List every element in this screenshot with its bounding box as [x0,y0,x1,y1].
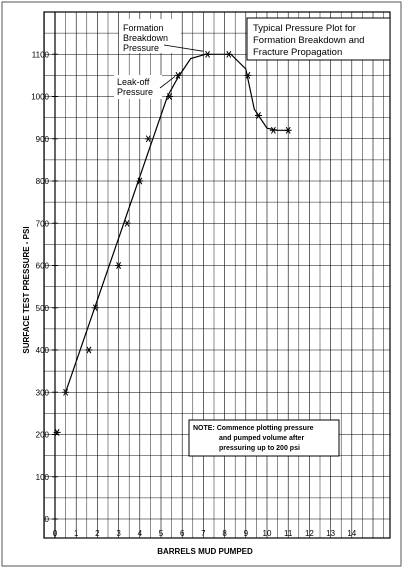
annotation-formation-line-1: Formation [123,23,164,33]
data-point [62,388,70,396]
x-tick-label: 6 [180,529,185,538]
x-axis-title: BARRELS MUD PUMPED [157,547,253,556]
x-tick-label: 2 [95,529,100,538]
note-line-1: NOTE: Commence plotting pressure [193,425,314,432]
annotation-formation-arrow [163,44,204,52]
chart-title-box: Typical Pressure Plot for Formation Brea… [246,17,391,61]
data-point [204,50,212,58]
data-point-stroke [54,428,60,436]
y-tick-label: 500 [36,304,50,313]
markers [53,50,292,436]
data-point-stroke [205,50,211,58]
x-tick-label: 11 [284,529,293,538]
annotation-leak-off-arrow [159,76,176,89]
data-point-stroke [285,126,291,134]
x-tick-label: 3 [116,529,121,538]
y-tick-label: 900 [36,135,50,144]
y-tick-label: 100 [36,473,50,482]
annotation-leak-off: Leak-off Pressure [114,75,176,99]
x-tick-label: 7 [201,529,206,538]
y-tick-label: 600 [36,262,50,271]
data-point-stroke [245,71,251,79]
data-point [123,219,131,227]
x-tick-label: 5 [159,529,164,538]
data-point-stroke [270,126,276,134]
data-point [284,126,292,134]
data-point [166,93,173,100]
data-point [244,71,252,79]
data-point [144,135,152,143]
annotation-formation-bg [119,19,181,53]
data-point [53,428,61,436]
chart-title-line-1: Typical Pressure Plot for [253,23,356,34]
annotation-leak-off-line-2: Pressure [117,87,153,97]
y-tick-label: 200 [36,431,50,440]
note-box-frame [188,419,340,457]
annotation-leak-off-bg [114,75,162,99]
data-point-stroke [137,177,143,185]
data-point [255,112,262,119]
note-line-2: and pumped volume after [219,435,304,442]
annotation-formation-line-2: Breakdown [123,33,168,43]
data-point [174,71,182,79]
x-tick-label: 13 [326,529,335,538]
data-point-stroke [145,135,151,143]
y-tick-label: 1000 [31,93,49,102]
data-point [225,50,233,58]
note-box: NOTE: Commence plotting pressure and pum… [188,419,340,457]
chart-title-line-2: Formation Breakdown and [253,35,364,46]
y-tick-label: 400 [36,346,50,355]
data-point [91,304,99,312]
x-tick-labels: 0 1 2 3 4 5 6 7 8 9 10 11 12 13 14 [53,529,357,538]
data-point-stroke [124,219,130,227]
data-point [269,126,277,134]
y-tick-label: 800 [36,177,50,186]
annotation-formation-line-3: Pressure [123,43,159,53]
data-point-stroke [116,262,122,269]
data-point-stroke [63,388,69,396]
x-tick-label: 0 [53,529,58,538]
y-tick-label: 1100 [32,50,50,59]
axes [52,12,58,538]
data-point [85,346,93,354]
x-tick-label: 10 [263,529,272,538]
x-tick-label: 9 [244,529,249,538]
data-point-stroke [167,93,172,100]
x-tick-label: 1 [74,529,79,538]
y-tick-label: 0 [45,515,50,524]
y-tick-labels: 0 100 200 300 400 500 600 700 800 900 1000 1100 [31,50,49,524]
y-tick-label: 300 [36,388,50,397]
data-point [136,177,144,185]
data-point-stroke [256,112,261,119]
y-axis-title: SURFACE TEST PRESSURE - PSI [22,226,31,353]
note-line-3: pressuring up to 200 psi [219,445,300,452]
x-tick-label: 14 [347,529,356,538]
chart-title-line-3: Fracture Propagation [253,47,342,58]
data-point-stroke [92,304,98,312]
data-point-stroke [226,50,232,58]
annotation-formation-breakdown: Formation Breakdown Pressure [119,19,204,53]
title-box-frame [246,17,391,61]
y-tick-label: 700 [36,219,50,228]
x-tick-label: 8 [222,529,227,538]
plot-area-border [43,11,391,539]
annotation-leak-off-line-1: Leak-off [117,77,150,87]
x-tick-label: 12 [305,529,314,538]
data-point [115,262,123,269]
x-tick-label: 4 [138,529,143,538]
data-point-stroke [86,346,92,354]
data-point-stroke [175,71,181,79]
